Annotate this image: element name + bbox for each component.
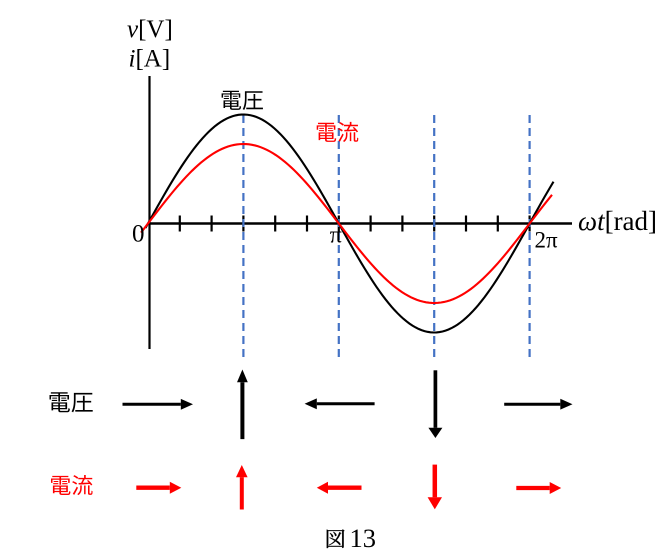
svg-text:2π: 2π [535,227,559,252]
svg-text:π: π [330,223,342,249]
svg-text:i[A]: i[A] [129,46,171,73]
svg-text:ωt[rad]: ωt[rad] [578,206,657,236]
svg-text:0: 0 [132,221,145,248]
svg-text:v[V]: v[V] [127,16,173,43]
svg-text:13: 13 [350,523,377,551]
